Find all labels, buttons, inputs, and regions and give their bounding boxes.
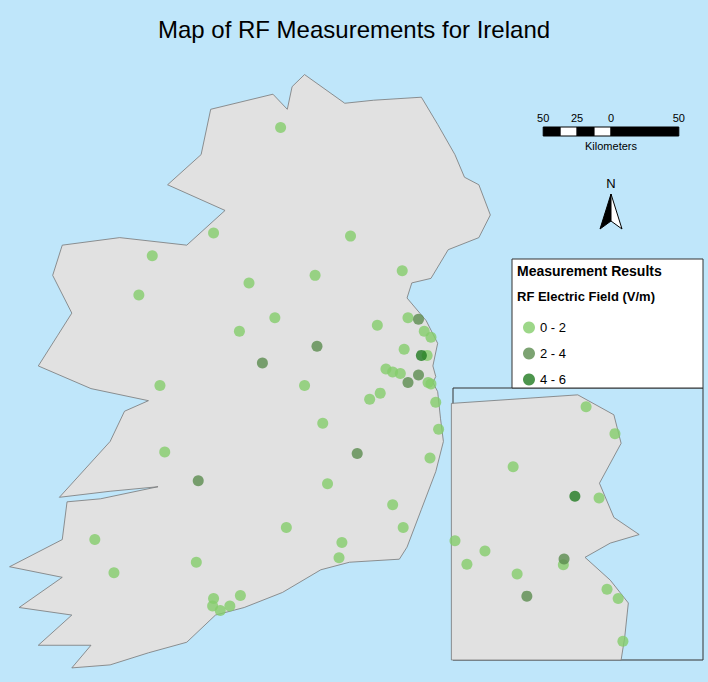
svg-text:Map of RF Measurements for Ire: Map of RF Measurements for Ireland [158,16,550,43]
svg-text:2 - 4: 2 - 4 [540,346,566,361]
svg-text:4 - 6: 4 - 6 [540,372,566,387]
svg-text:50: 50 [673,112,685,124]
svg-text:N: N [606,176,615,191]
svg-text:Measurement Results: Measurement Results [517,263,662,279]
svg-text:0: 0 [608,112,614,124]
svg-text:0 - 2: 0 - 2 [540,320,566,335]
svg-text:RF Electric Field (V/m): RF Electric Field (V/m) [517,289,655,304]
svg-text:25: 25 [571,112,583,124]
svg-text:50: 50 [537,112,549,124]
svg-text:Kilometers: Kilometers [585,140,637,152]
